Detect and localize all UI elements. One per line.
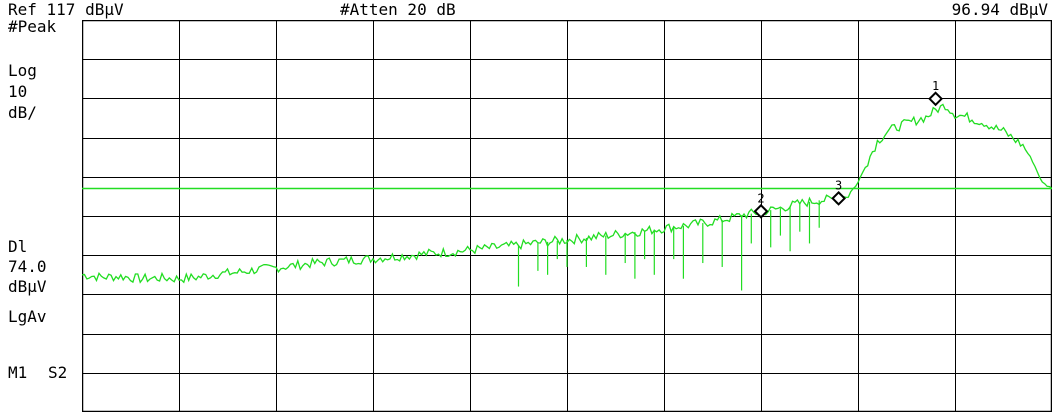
marker-1: 1 <box>928 79 944 107</box>
marker-2: 2 <box>753 191 769 219</box>
marker-diamond-icon <box>928 91 944 107</box>
marker-number-label: 1 <box>932 79 939 93</box>
marker-number-label: 2 <box>757 191 764 205</box>
marker-group: 1 2 3 <box>753 79 944 219</box>
display-line-unit: dBµV <box>8 277 47 296</box>
trace-dropouts <box>517 200 820 291</box>
display-line-value: 74.0 <box>8 257 47 276</box>
marker-3: 3 <box>831 178 847 206</box>
marker-amplitude-readout: 96.94 dBµV <box>951 0 1048 19</box>
ref-level-label: Ref 117 dBµV <box>8 0 124 19</box>
sweep-mode-label: S2 <box>48 363 68 382</box>
marker-mode-label: M1 <box>8 363 28 382</box>
averaging-label: LgAv <box>8 307 47 326</box>
scale-value-label: 10 <box>8 82 28 101</box>
display-line-label: Dl <box>8 237 28 256</box>
scale-unit-label: dB/ <box>8 103 37 122</box>
graticule <box>82 20 1052 412</box>
scale-type-label: Log <box>8 61 37 80</box>
detector-label: #Peak <box>8 17 57 36</box>
marker-number-label: 3 <box>835 178 842 192</box>
spectrum-plot: 1 2 3 <box>82 20 1052 412</box>
marker-diamond-icon <box>753 203 769 219</box>
marker-diamond-icon <box>831 190 847 206</box>
attenuation-label: #Atten 20 dB <box>340 0 456 19</box>
